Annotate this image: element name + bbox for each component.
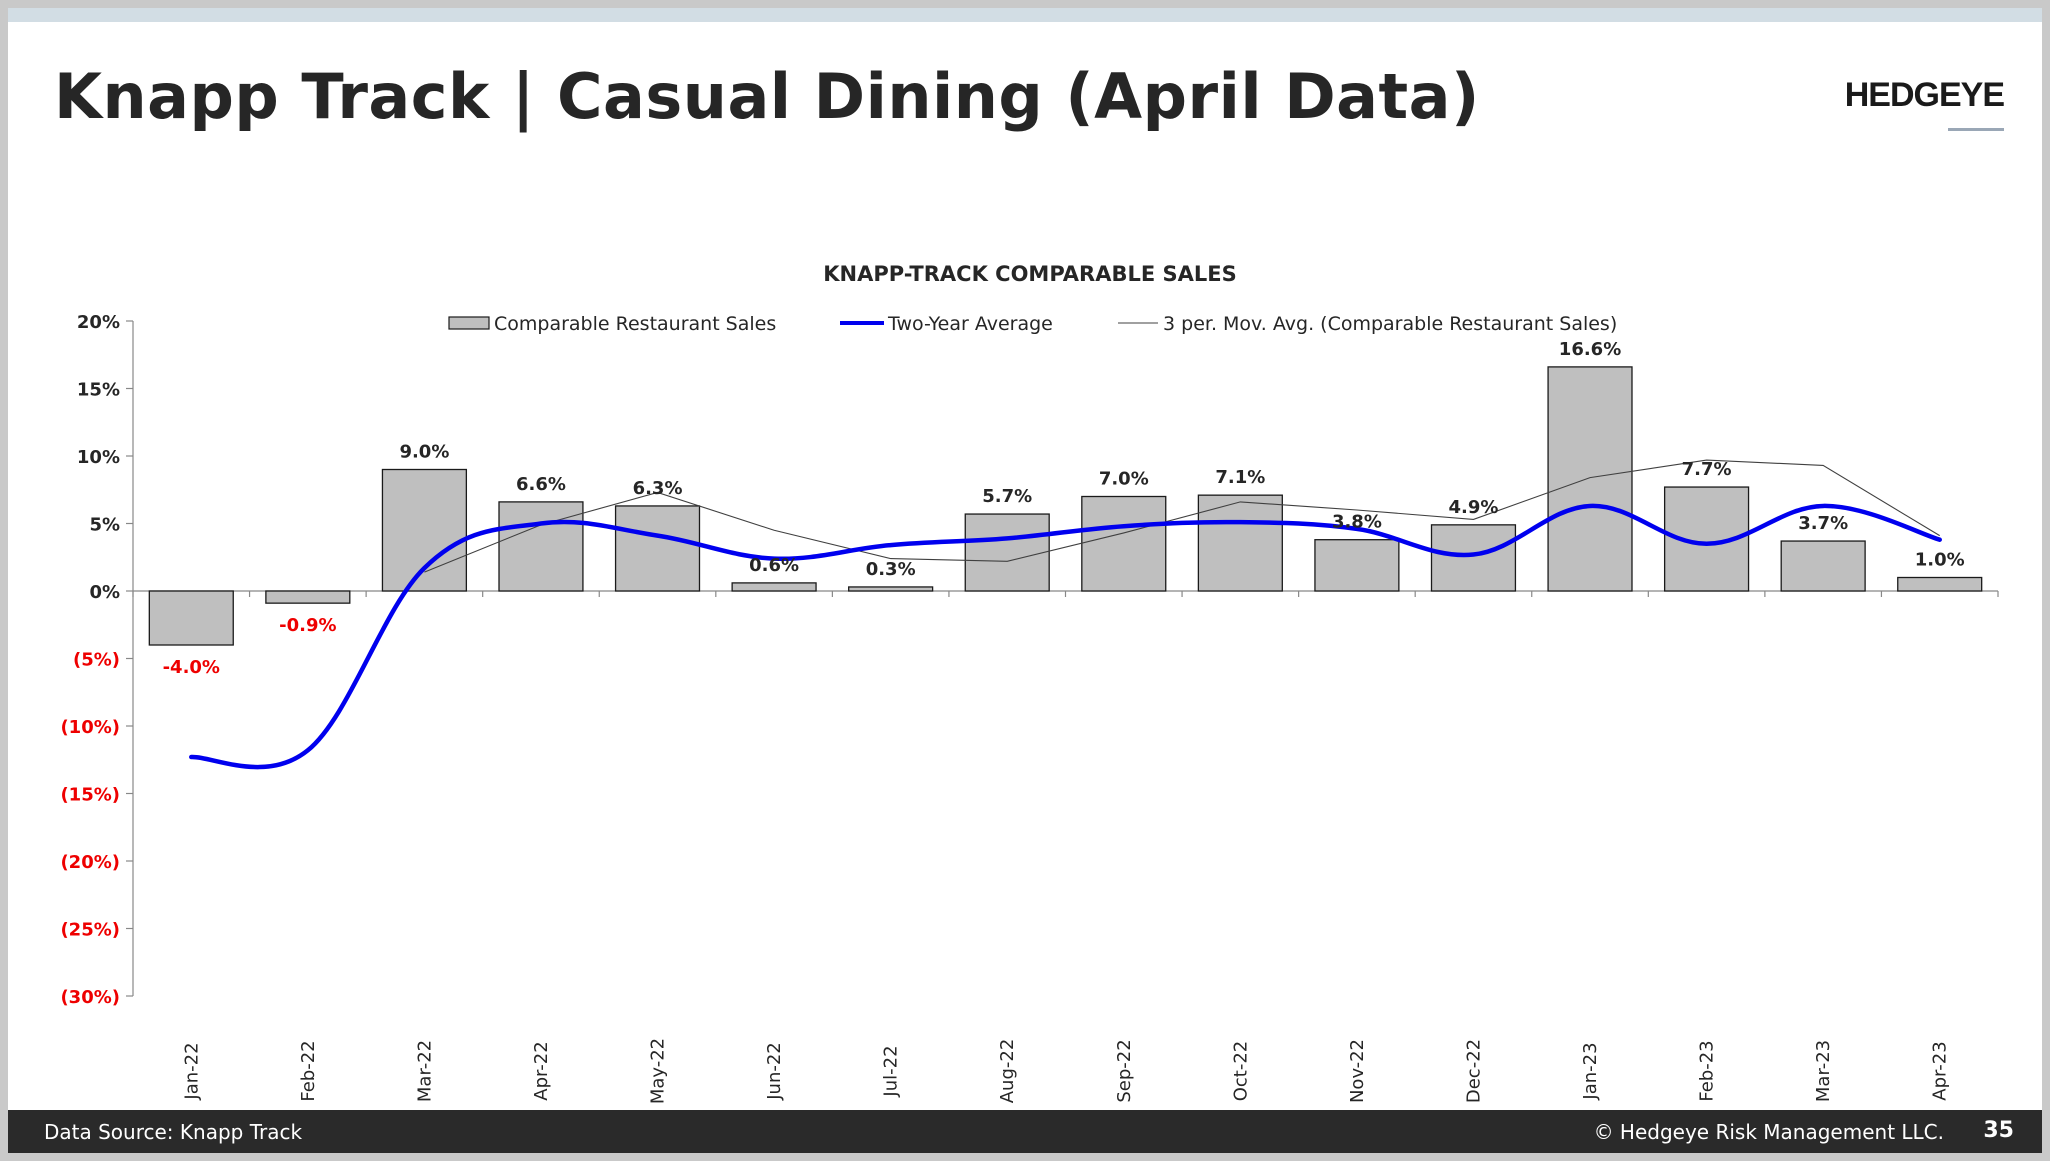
- bar: [1780, 540, 1866, 592]
- x-tick-label: Sep-22: [1114, 1039, 1135, 1102]
- bar-data-label: 0.3%: [866, 559, 916, 580]
- bar-data-label: -4.0%: [163, 657, 220, 678]
- x-tick-label: Mar-23: [1813, 1040, 1834, 1102]
- x-tick-label: Feb-23: [1697, 1040, 1718, 1101]
- chart-title: KNAPP-TRACK COMPARABLE SALES: [823, 262, 1236, 286]
- y-tick-label: (30%): [60, 987, 120, 1008]
- x-tick-label: May-22: [648, 1038, 669, 1104]
- bar: [265, 590, 351, 604]
- bar-data-label: 3.7%: [1798, 513, 1848, 534]
- x-tick-label: Jun-22: [764, 1042, 785, 1101]
- bar: [148, 590, 234, 646]
- bar: [848, 586, 934, 592]
- top-accent-bar: [8, 8, 2042, 22]
- bar: [1897, 576, 1983, 592]
- x-tick-label: Dec-22: [1463, 1039, 1484, 1103]
- y-tick-label: 5%: [89, 515, 120, 536]
- x-tick-label: Jan-23: [1580, 1042, 1601, 1100]
- x-tick-label: Apr-23: [1930, 1041, 1951, 1100]
- hedgeye-logo: HEDGEYE: [1844, 76, 2005, 114]
- bar: [1197, 494, 1283, 592]
- y-tick-label: 10%: [77, 447, 120, 468]
- x-tick-label: Aug-22: [997, 1039, 1018, 1104]
- x-tick-label: Oct-22: [1230, 1041, 1251, 1102]
- y-tick-label: (25%): [60, 920, 120, 941]
- logo-underline: [1948, 128, 2004, 131]
- bar-data-label: 7.1%: [1215, 467, 1265, 488]
- bar-data-label: 4.9%: [1449, 497, 1499, 518]
- x-tick-label: Nov-22: [1347, 1039, 1368, 1103]
- x-tick-label: Apr-22: [531, 1041, 552, 1100]
- bar: [1547, 366, 1633, 592]
- moving-average-line: [424, 459, 1941, 573]
- legend-swatch-bars: [448, 316, 490, 330]
- bar-data-label: 0.6%: [749, 555, 799, 576]
- bar-data-label: 7.7%: [1682, 459, 1732, 480]
- line-series: [189, 459, 1942, 770]
- bar: [614, 505, 701, 592]
- legend-label-two-year: Two-Year Average: [887, 313, 1053, 335]
- bar: [964, 513, 1050, 592]
- bar-data-label: 3.8%: [1332, 512, 1382, 533]
- bar: [731, 582, 817, 592]
- data-source: Data Source: Knapp Track: [44, 1120, 303, 1144]
- bar-data-label: 9.0%: [399, 442, 449, 463]
- bar-data-labels: -4.0% -0.9% 9.0% 6.6% 6.3% 0.6% 0.3% 5.7% 7.0% 7.…: [163, 339, 1965, 678]
- y-tick-label: (20%): [60, 852, 120, 873]
- y-tick-label: 20%: [77, 312, 120, 333]
- bar: [498, 501, 584, 592]
- bar: [1081, 495, 1167, 592]
- bar-series: [148, 366, 1983, 646]
- bar: [1314, 539, 1400, 592]
- copyright: © Hedgeye Risk Management LLC.: [1593, 1120, 1944, 1144]
- bar-data-label: -0.9%: [279, 615, 336, 636]
- page-number: 35: [1983, 1118, 2014, 1143]
- two-year-average-line: [189, 503, 1942, 770]
- y-axis: 20% 15% 10% 5% 0% (5%) (10%) (15%) (20%) (25%) (30…: [60, 312, 134, 1008]
- comparable-sales-chart: KNAPP-TRACK COMPARABLE SALES Comparable …: [60, 262, 1999, 1104]
- bar-data-label: 16.6%: [1559, 339, 1621, 360]
- bar-data-label: 1.0%: [1915, 550, 1965, 571]
- footer-bar: Data Source: Knapp Track © Hedgeye Risk …: [8, 1110, 2042, 1153]
- y-tick-label: (5%): [73, 650, 120, 671]
- x-tick-label: Jan-22: [181, 1042, 202, 1100]
- legend-label-mov-avg: 3 per. Mov. Avg. (Comparable Restaurant …: [1163, 313, 1617, 335]
- bar: [1430, 524, 1517, 592]
- x-tick-label: Feb-22: [298, 1040, 319, 1101]
- y-tick-label: 15%: [77, 380, 120, 401]
- chart-legend: Comparable Restaurant Sales Two-Year Ave…: [448, 313, 1617, 335]
- x-tick-label: Mar-22: [414, 1040, 435, 1102]
- legend-label-bars: Comparable Restaurant Sales: [494, 313, 776, 335]
- bar-data-label: 5.7%: [982, 486, 1032, 507]
- bar-data-label: 7.0%: [1099, 469, 1149, 490]
- slide-title: Knapp Track | Casual Dining (April Data): [54, 60, 1480, 133]
- x-axis: Jan-22 Feb-22 Mar-22 Apr-22 May-22 Jun-22 Jul-…: [132, 590, 1999, 1104]
- x-tick-label: Jul-22: [881, 1045, 902, 1097]
- slide: Knapp Track | Casual Dining (April Data)…: [8, 8, 2042, 1153]
- y-tick-label: (10%): [60, 717, 120, 738]
- bar-data-label: 6.3%: [633, 478, 683, 499]
- bar: [381, 468, 468, 592]
- bar-data-label: 6.6%: [516, 474, 566, 495]
- y-tick-label: 0%: [89, 582, 120, 603]
- y-tick-label: (15%): [60, 785, 120, 806]
